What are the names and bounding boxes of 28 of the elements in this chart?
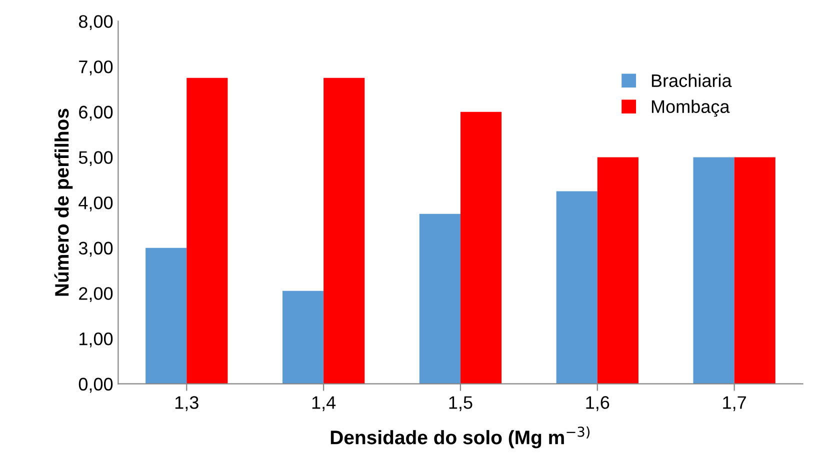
y-tick-label: 5,00 [78,151,113,166]
x-tick-label: 1,7 [723,396,746,412]
bar [556,191,598,384]
bar [734,157,776,384]
x-tick-label: 1,6 [586,396,610,412]
bar [324,78,365,384]
bar [186,78,228,384]
y-tick-label: 1,00 [80,332,113,348]
bar [146,248,187,384]
y-tick-label: 3,00 [78,242,113,257]
bar [282,290,324,384]
x-tick-label: 1,4 [312,396,336,412]
bar [597,157,638,384]
legend-label: Brachiaria [652,74,732,88]
bar [419,214,460,384]
y-tick-label: 6,00 [79,106,113,121]
y-tick-label: 8,00 [78,15,113,30]
y-tick-label: 0,00 [78,378,113,393]
y-tick-label: 2,00 [79,287,113,302]
y-tick-label: 4,00 [78,196,113,212]
bar [693,157,734,384]
y-axis-title: Número de perfilhos [54,108,73,296]
legend-label: Mombaça [652,100,730,117]
bar [460,112,502,384]
x-tick-label: 1,3 [175,396,198,412]
x-tick-label: 1,5 [449,396,472,412]
x-axis-title: Densidade do solo (Mg m$^{−3)}$ [330,426,590,448]
y-tick-label: 7,00 [79,60,113,76]
